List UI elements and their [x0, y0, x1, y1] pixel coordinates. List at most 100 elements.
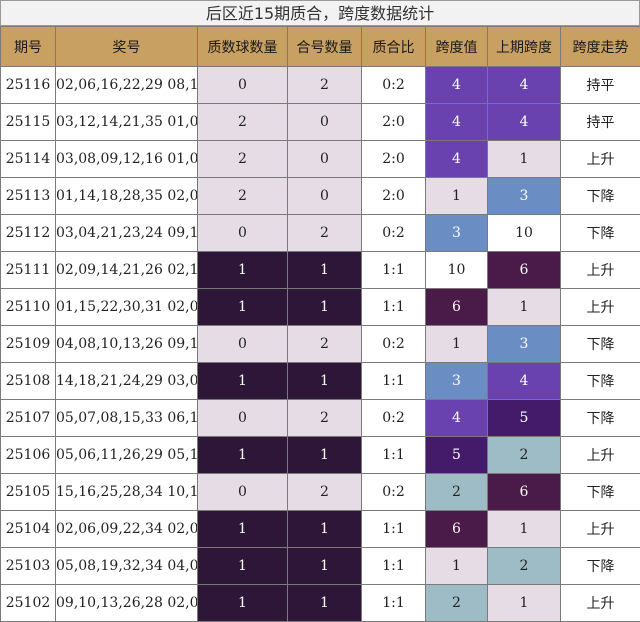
header-span: 跨度值 [426, 27, 488, 67]
prev-span-cell: 5 [488, 400, 561, 437]
prev-span-cell: 6 [488, 252, 561, 289]
composite-count-cell: 0 [288, 141, 362, 178]
span-cell: 6 [426, 289, 488, 326]
issue-cell: 25102 [1, 585, 56, 622]
issue-cell: 25103 [1, 548, 56, 585]
numbers-cell: 02,06,16,22,29 08,12 [56, 67, 198, 104]
prev-span-cell: 3 [488, 326, 561, 363]
issue-cell: 25109 [1, 326, 56, 363]
issue-cell: 25112 [1, 215, 56, 252]
span-cell: 1 [426, 326, 488, 363]
prev-span-cell: 10 [488, 215, 561, 252]
issue-cell: 25105 [1, 474, 56, 511]
header-trend: 跨度走势 [561, 27, 640, 67]
composite-count-cell: 2 [288, 400, 362, 437]
issue-cell: 25107 [1, 400, 56, 437]
trend-cell: 上升 [561, 585, 640, 622]
prime-count-cell: 1 [198, 511, 288, 548]
prime-count-cell: 2 [198, 104, 288, 141]
header-prev-span: 上期跨度 [488, 27, 561, 67]
span-cell: 4 [426, 67, 488, 104]
prime-count-cell: 0 [198, 326, 288, 363]
composite-count-cell: 2 [288, 326, 362, 363]
span-cell: 3 [426, 363, 488, 400]
ratio-cell: 1:1 [362, 437, 426, 474]
span-cell: 2 [426, 585, 488, 622]
header-issue: 期号 [1, 27, 56, 67]
composite-count-cell: 1 [288, 252, 362, 289]
prev-span-cell: 4 [488, 363, 561, 400]
ratio-cell: 1:1 [362, 363, 426, 400]
ratio-cell: 1:1 [362, 511, 426, 548]
prev-span-cell: 1 [488, 511, 561, 548]
trend-cell: 下降 [561, 474, 640, 511]
header-row: 期号 奖号 质数球数量 合号数量 质合比 跨度值 上期跨度 跨度走势 [1, 27, 640, 67]
ratio-cell: 1:1 [362, 252, 426, 289]
header-composite-count: 合号数量 [288, 27, 362, 67]
issue-cell: 25111 [1, 252, 56, 289]
trend-cell: 上升 [561, 141, 640, 178]
trend-cell: 上升 [561, 252, 640, 289]
header-numbers: 奖号 [56, 27, 198, 67]
ratio-cell: 0:2 [362, 67, 426, 104]
prime-count-cell: 0 [198, 215, 288, 252]
numbers-cell: 03,12,14,21,35 01,05 [56, 104, 198, 141]
trend-cell: 下降 [561, 326, 640, 363]
prev-span-cell: 1 [488, 585, 561, 622]
numbers-cell: 14,18,21,24,29 03,06 [56, 363, 198, 400]
prev-span-cell: 3 [488, 178, 561, 215]
header-ratio: 质合比 [362, 27, 426, 67]
ratio-cell: 1:1 [362, 585, 426, 622]
issue-cell: 25116 [1, 67, 56, 104]
composite-count-cell: 1 [288, 511, 362, 548]
numbers-cell: 04,08,10,13,26 09,10 [56, 326, 198, 363]
span-cell: 2 [426, 474, 488, 511]
prime-count-cell: 0 [198, 474, 288, 511]
prime-count-cell: 0 [198, 67, 288, 104]
ratio-cell: 0:2 [362, 215, 426, 252]
numbers-cell: 02,06,09,22,34 02,08 [56, 511, 198, 548]
trend-cell: 上升 [561, 289, 640, 326]
header-prime-count: 质数球数量 [198, 27, 288, 67]
numbers-cell: 15,16,25,28,34 10,12 [56, 474, 198, 511]
prime-count-cell: 1 [198, 548, 288, 585]
composite-count-cell: 2 [288, 474, 362, 511]
table-title: 后区近15期质合，跨度数据统计 [0, 0, 640, 26]
issue-cell: 25115 [1, 104, 56, 141]
trend-cell: 上升 [561, 437, 640, 474]
trend-cell: 下降 [561, 178, 640, 215]
composite-count-cell: 2 [288, 215, 362, 252]
composite-count-cell: 1 [288, 585, 362, 622]
span-cell: 4 [426, 400, 488, 437]
numbers-cell: 03,04,21,23,24 09,12 [56, 215, 198, 252]
prev-span-cell: 2 [488, 437, 561, 474]
trend-cell: 下降 [561, 548, 640, 585]
issue-cell: 25108 [1, 363, 56, 400]
span-cell: 1 [426, 178, 488, 215]
ratio-cell: 2:0 [362, 141, 426, 178]
numbers-cell: 02,09,14,21,26 02,12 [56, 252, 198, 289]
ratio-cell: 0:2 [362, 326, 426, 363]
numbers-cell: 03,08,09,12,16 01,05 [56, 141, 198, 178]
numbers-cell: 09,10,13,26,28 02,04 [56, 585, 198, 622]
span-cell: 4 [426, 141, 488, 178]
composite-count-cell: 2 [288, 67, 362, 104]
composite-count-cell: 0 [288, 104, 362, 141]
ratio-cell: 2:0 [362, 104, 426, 141]
span-cell: 5 [426, 437, 488, 474]
issue-cell: 25113 [1, 178, 56, 215]
ratio-cell: 0:2 [362, 400, 426, 437]
